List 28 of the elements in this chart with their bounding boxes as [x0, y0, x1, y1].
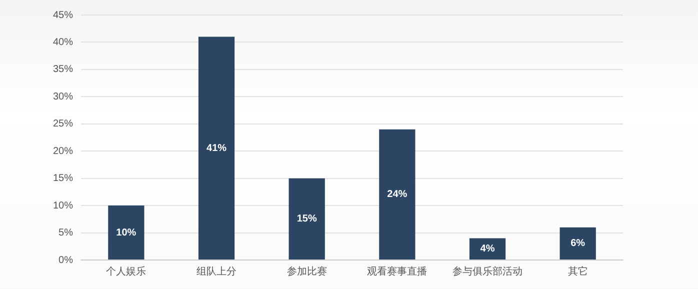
bar — [560, 227, 596, 260]
y-tick-label: 5% — [58, 228, 74, 239]
x-tick-label: 个人娱乐 — [106, 266, 146, 278]
bar — [469, 238, 506, 260]
data-label: 15% — [296, 214, 317, 225]
bar — [379, 129, 416, 260]
bar — [108, 206, 144, 260]
x-tick-label: 观看赛事直播 — [367, 266, 428, 278]
y-tick-label: 20% — [53, 146, 74, 157]
data-label: 41% — [206, 142, 227, 154]
data-label: 4% — [480, 244, 495, 255]
y-tick-label: 40% — [53, 36, 74, 48]
x-tick-label: 组队上分 — [196, 266, 237, 278]
y-tick-label: 0% — [58, 254, 74, 266]
y-tick-label: 15% — [53, 173, 74, 184]
y-tick-label: 45% — [53, 10, 74, 21]
data-label: 10% — [116, 227, 136, 238]
x-tick-label: 参与俱乐部活动 — [452, 266, 523, 278]
bar — [288, 178, 325, 260]
y-tick-label: 30% — [53, 91, 74, 102]
bar — [198, 36, 235, 260]
y-tick-label: 10% — [53, 200, 74, 212]
x-tick-label: 其它 — [568, 266, 588, 278]
y-tick-label: 25% — [53, 118, 74, 130]
data-label: 24% — [387, 189, 408, 200]
x-tick-label: 参加比赛 — [286, 266, 327, 278]
data-label: 6% — [570, 238, 586, 250]
y-tick-label: 35% — [53, 64, 74, 76]
